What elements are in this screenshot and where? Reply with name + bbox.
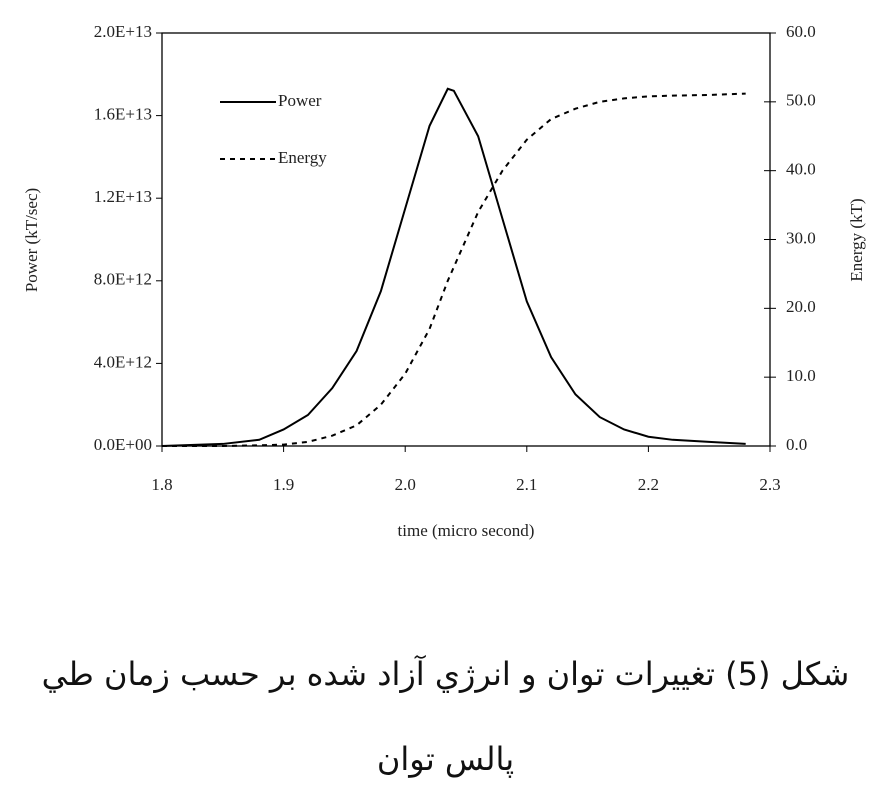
y2-tick-label: 30.0	[786, 228, 816, 247]
x-tick-label: 2.1	[516, 475, 537, 494]
y-tick-label: 0.0E+00	[94, 435, 152, 454]
x-tick-label: 2.0	[395, 475, 416, 494]
chart: time (micro second) Power (kT/sec) Energ…	[22, 22, 866, 540]
legend-label: Power	[278, 91, 322, 110]
y2-tick-label: 0.0	[786, 435, 807, 454]
series-line	[162, 92, 746, 447]
y-tick-label: 1.2E+13	[94, 187, 152, 206]
caption-line: شكل (5) تغييرات توان و انرژي آزاد شده بر…	[41, 655, 850, 693]
y-tick-label: 4.0E+12	[94, 352, 152, 371]
x-tick-label: 2.2	[638, 475, 659, 494]
y-tick-label: 8.0E+12	[94, 270, 152, 289]
y2-tick-label: 20.0	[786, 297, 816, 316]
y2-axis-label: Energy (kT)	[847, 198, 866, 281]
y2-tick-label: 10.0	[786, 366, 816, 385]
x-tick-label: 1.8	[151, 475, 172, 494]
y2-tick-label: 40.0	[786, 160, 816, 179]
y-tick-label: 1.6E+13	[94, 105, 152, 124]
plot-frame	[161, 32, 771, 447]
x-tick-label: 2.3	[759, 475, 780, 494]
y2-tick-label: 60.0	[786, 22, 816, 41]
legend-label: Energy	[278, 148, 327, 167]
y2-tick-label: 50.0	[786, 91, 816, 110]
y-tick-label: 2.0E+13	[94, 22, 152, 41]
x-axis-label: time (micro second)	[398, 521, 535, 540]
y-axis-label: Power (kT/sec)	[22, 188, 41, 292]
caption-line: پالس توان	[376, 740, 515, 778]
x-tick-label: 1.9	[273, 475, 294, 494]
series-line	[161, 87, 746, 447]
